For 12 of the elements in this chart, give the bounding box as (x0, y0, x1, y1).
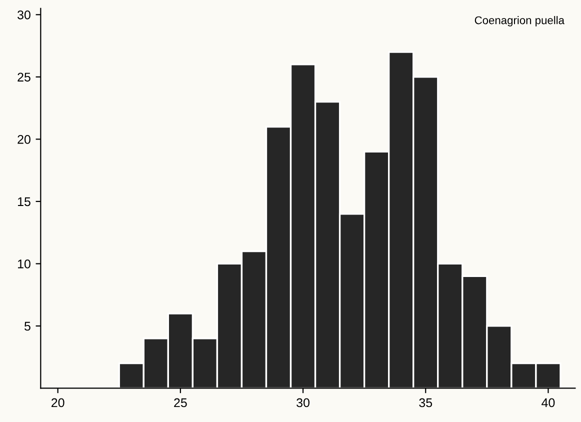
x-tick-label: 35 (419, 398, 432, 408)
x-tick-label: 40 (542, 398, 555, 408)
y-tick-label: 30 (18, 10, 30, 20)
annotation: Coenagrion puella (474, 16, 565, 26)
x-tick-label: 20 (52, 398, 64, 408)
x-tick-label: 30 (296, 398, 310, 408)
y-tick-label: 20 (18, 134, 30, 144)
y-tick-label: 25 (18, 72, 30, 82)
y-tick-label: 5 (24, 322, 30, 331)
y-tick-label: 15 (18, 197, 30, 206)
x-tick-label: 25 (174, 398, 187, 408)
y-tick-label: 10 (18, 260, 30, 268)
